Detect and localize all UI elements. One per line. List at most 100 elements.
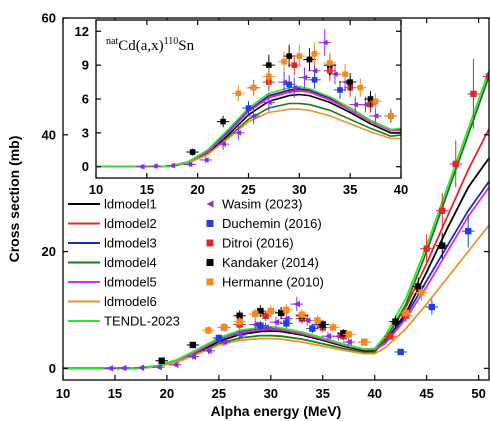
inset-point-wasim-2023 [148, 163, 162, 169]
legend-item-duchemin-2016: Duchemin (2016) [206, 216, 322, 231]
main-point-ditroi-2016 [449, 140, 462, 188]
inset-point-wasim-2023 [199, 156, 212, 164]
legend-item-ldmodel6: ldmodel6 [68, 294, 157, 309]
main-x-tick-label: 15 [108, 386, 122, 401]
inset-y-tick-label: 12 [75, 24, 89, 39]
inset-point-hermanne-2010 [277, 51, 291, 72]
inset-point-hermanne-2010 [293, 44, 306, 68]
main-point-ditroi-2016 [482, 35, 489, 118]
inset-point-wasim-2023 [216, 138, 230, 150]
y-axis-label: Cross section (mb) [6, 136, 22, 263]
inset-point-hermanne-2010 [425, 48, 437, 71]
inset-point-wasim-2023 [135, 163, 148, 170]
inset-series-ldmodel6 [96, 108, 401, 168]
svg-text:Ditroi (2016): Ditroi (2016) [222, 236, 294, 251]
main-point-wasim-2023 [168, 361, 182, 369]
main-point-ditroi-2016 [467, 58, 480, 129]
inset-plot: 10 15 20 25 30 35 40 0 3 6 9 12 natCd(a,x)110Sn [75, 0, 450, 197]
main-point-kandaker-2014 [155, 357, 168, 364]
main-point-hermanne-2010 [295, 309, 309, 320]
main-frame [62, 17, 490, 381]
legend-item-ldmodel5: ldmodel5 [68, 275, 157, 290]
main-point-wasim-2023 [269, 316, 283, 328]
inset-point-hermanne-2010 [338, 64, 352, 85]
main-point-hermanne-2010 [311, 315, 324, 326]
inset-point-duchemin-2016 [420, 129, 432, 140]
svg-text:Duchemin (2016): Duchemin (2016) [222, 216, 322, 231]
inset-y-tick-label: 6 [82, 92, 89, 107]
inset-point-duchemin-2016 [308, 70, 321, 89]
inset-series-ldmodel5 [96, 90, 401, 168]
main-point-ditroi-2016 [384, 332, 397, 340]
legend-item-ldmodel3: ldmodel3 [68, 236, 157, 251]
main-x-tick-label: 45 [419, 386, 433, 401]
main-point-wasim-2023 [202, 347, 215, 355]
main-point-wasim-2023 [290, 297, 304, 312]
inset-point-kandaker-2014 [186, 148, 199, 156]
legend-item-ldmodel2: ldmodel2 [68, 216, 157, 231]
svg-text:ldmodel2: ldmodel2 [104, 216, 157, 231]
legend-item-wasim-2023: Wasim (2023) [206, 197, 302, 212]
svg-text:ldmodel4: ldmodel4 [104, 255, 157, 270]
inset-point-hermanne-2010 [247, 79, 260, 96]
main-point-kandaker-2014 [316, 319, 329, 330]
inset-point-kandaker-2014 [438, 0, 450, 26]
main-point-duchemin-2016 [394, 348, 407, 356]
main-point-wasim-2023 [134, 364, 148, 371]
inset-point-wasim-2023 [262, 93, 275, 112]
inset-point-kandaker-2014 [303, 48, 316, 71]
main-point-kandaker-2014 [186, 341, 200, 349]
main-x-tick-label: 30 [264, 386, 278, 401]
main-point-wasim-2023 [103, 365, 116, 372]
main-point-wasim-2023 [152, 363, 165, 371]
inset-point-kandaker-2014 [344, 73, 357, 92]
svg-text:TENDL-2023: TENDL-2023 [104, 314, 180, 329]
inset-point-hermanne-2010 [369, 93, 382, 110]
inset-x-tick-label: 15 [140, 182, 154, 197]
main-x-tick-label: 35 [316, 386, 330, 401]
inset-x-tick-label: 40 [394, 182, 408, 197]
main-x-tick-label: 20 [160, 386, 174, 401]
main-point-wasim-2023 [186, 353, 200, 360]
main-point-wasim-2023 [233, 330, 246, 340]
svg-text:ldmodel6: ldmodel6 [104, 294, 157, 309]
main-point-wasim-2023 [342, 338, 355, 346]
main-point-hermanne-2010 [342, 330, 355, 339]
main-point-hermanne-2010 [264, 305, 278, 317]
inset-point-kandaker-2014 [415, 65, 427, 88]
legend-item-ditroi-2016: Ditroi (2016) [206, 236, 294, 251]
main-series-ldmodel6 [63, 224, 489, 370]
main-y-tick-label: 0 [49, 361, 56, 376]
inset-x-tick-label: 30 [292, 182, 306, 197]
inset-x-tick-label: 35 [343, 182, 357, 197]
main-point-kandaker-2014 [389, 315, 402, 328]
inset-point-duchemin-2016 [333, 80, 347, 99]
legend-item-ldmodel4: ldmodel4 [68, 255, 157, 270]
inset-point-duchemin-2016 [242, 101, 255, 115]
main-point-duchemin-2016 [306, 323, 319, 334]
inset-point-kandaker-2014 [216, 115, 230, 128]
main-point-duchemin-2016 [212, 334, 226, 342]
svg-text:Wasim (2023): Wasim (2023) [222, 197, 302, 212]
legend-item-tendl-2023: TENDL-2023 [68, 314, 180, 329]
main-point-wasim-2023 [117, 364, 130, 372]
main-x-tick-label: 40 [367, 386, 381, 401]
inset-point-wasim-2023 [247, 108, 260, 124]
main-point-wasim-2023 [321, 332, 335, 341]
inset-point-hermanne-2010 [323, 52, 336, 74]
main-point-hermanne-2010 [217, 323, 231, 332]
main-y-tick-label: 60 [42, 11, 56, 26]
inset-point-wasim-2023 [183, 161, 196, 168]
inset-series-tendl-2023 [96, 85, 401, 168]
inset-point-wasim-2023 [318, 29, 331, 57]
inset-point-ditroi-2016 [425, 54, 437, 77]
main-point-hermanne-2010 [326, 322, 340, 333]
legend: ldmodel1 ldmodel2 ldmodel3 ldmodel4 ldmodel5… [68, 197, 324, 329]
legend-item-ldmodel1: ldmodel1 [68, 197, 157, 212]
main-point-ditroi-2016 [420, 234, 433, 264]
main-point-hermanne-2010 [202, 326, 215, 335]
main-point-hermanne-2010 [233, 316, 246, 327]
inset-point-wasim-2023 [166, 162, 179, 169]
